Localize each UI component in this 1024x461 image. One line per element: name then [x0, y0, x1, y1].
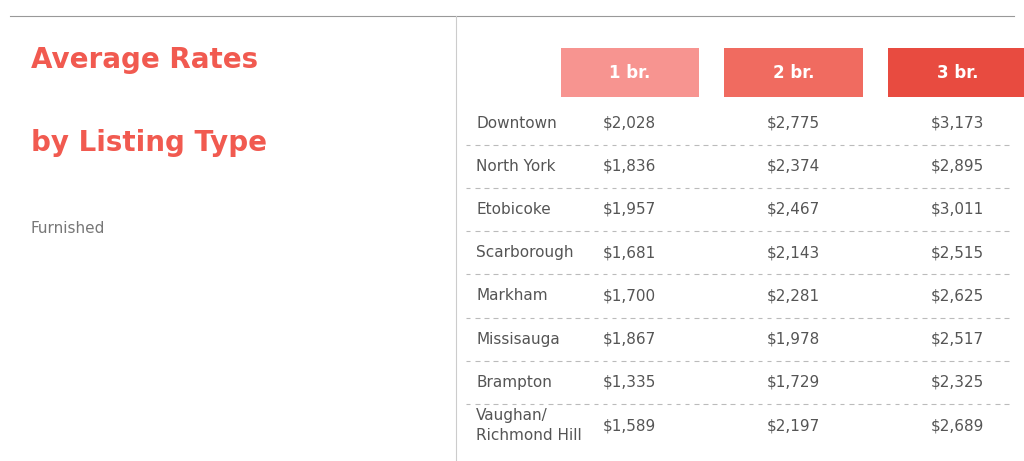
- Text: by Listing Type: by Listing Type: [31, 129, 266, 157]
- Text: $2,374: $2,374: [767, 159, 820, 174]
- Text: Markham: Markham: [476, 289, 548, 303]
- Text: $1,729: $1,729: [767, 375, 820, 390]
- Text: 2 br.: 2 br.: [773, 64, 814, 82]
- Text: $1,836: $1,836: [603, 159, 656, 174]
- Text: 1 br.: 1 br.: [609, 64, 650, 82]
- Text: $2,895: $2,895: [931, 159, 984, 174]
- Text: $2,775: $2,775: [767, 116, 820, 130]
- Text: 3 br.: 3 br.: [937, 64, 978, 82]
- Text: $3,011: $3,011: [931, 202, 984, 217]
- Text: $1,700: $1,700: [603, 289, 656, 303]
- Text: $2,197: $2,197: [767, 418, 820, 433]
- Text: Missisauga: Missisauga: [476, 331, 560, 347]
- Text: $2,625: $2,625: [931, 289, 984, 303]
- Text: Scarborough: Scarborough: [476, 245, 573, 260]
- Text: $1,867: $1,867: [603, 331, 656, 347]
- Text: $2,689: $2,689: [931, 418, 984, 433]
- Text: North York: North York: [476, 159, 556, 174]
- Text: Downtown: Downtown: [476, 116, 557, 130]
- Text: $3,173: $3,173: [931, 116, 984, 130]
- Text: $1,589: $1,589: [603, 418, 656, 433]
- Bar: [889, 48, 1024, 97]
- Text: $2,028: $2,028: [603, 116, 656, 130]
- Text: Furnished: Furnished: [31, 221, 105, 236]
- Text: $1,681: $1,681: [603, 245, 656, 260]
- Text: $2,517: $2,517: [931, 331, 984, 347]
- Text: $1,978: $1,978: [767, 331, 820, 347]
- Text: Vaughan/
Richmond Hill: Vaughan/ Richmond Hill: [476, 408, 582, 443]
- Text: Brampton: Brampton: [476, 375, 552, 390]
- Bar: [725, 48, 862, 97]
- Bar: [561, 48, 698, 97]
- Text: $1,335: $1,335: [603, 375, 656, 390]
- Text: $2,515: $2,515: [931, 245, 984, 260]
- Text: $2,467: $2,467: [767, 202, 820, 217]
- Text: $2,325: $2,325: [931, 375, 984, 390]
- Text: $2,143: $2,143: [767, 245, 820, 260]
- Text: $2,281: $2,281: [767, 289, 820, 303]
- Text: Etobicoke: Etobicoke: [476, 202, 551, 217]
- Text: Average Rates: Average Rates: [31, 46, 258, 74]
- Text: $1,957: $1,957: [603, 202, 656, 217]
